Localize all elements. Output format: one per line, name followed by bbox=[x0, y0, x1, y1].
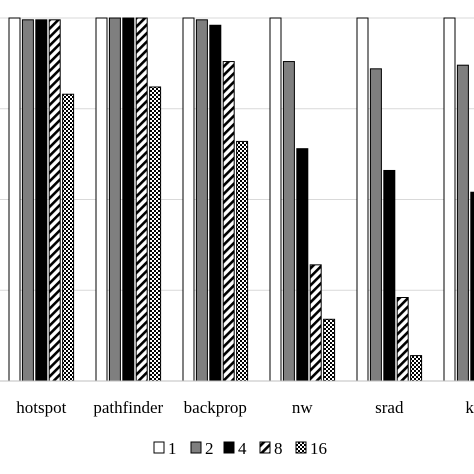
legend-swatch-8 bbox=[259, 441, 271, 454]
bar-nw-2 bbox=[282, 61, 295, 382]
bar-hotspot-1 bbox=[8, 17, 21, 382]
bar-nw-16 bbox=[323, 318, 336, 382]
bar-srad-4 bbox=[383, 169, 396, 382]
bar-nw-8 bbox=[309, 264, 322, 382]
bar-pathfinder-4 bbox=[122, 17, 135, 382]
bar-backprop-1 bbox=[182, 17, 195, 382]
bar-hotspot-4 bbox=[35, 19, 48, 382]
legend-swatch-2 bbox=[190, 441, 202, 454]
bar-kmeans-4 bbox=[470, 191, 474, 382]
x-tick-label-hotspot: hotspot bbox=[16, 398, 66, 417]
bar-srad-2 bbox=[369, 68, 382, 382]
bar-kmeans-2 bbox=[456, 64, 469, 382]
bar-kmeans-1 bbox=[443, 17, 456, 382]
bar-srad-1 bbox=[356, 17, 369, 382]
legend-label-8: 8 bbox=[274, 439, 283, 458]
bar-pathfinder-1 bbox=[95, 17, 108, 382]
x-axis: hotspot pathfinder backprop nw srad km bbox=[0, 380, 474, 417]
x-tick-label-srad: srad bbox=[375, 398, 404, 417]
bar-srad-8 bbox=[396, 297, 409, 382]
bar-srad-16 bbox=[410, 355, 423, 382]
bar-nw-4 bbox=[296, 148, 309, 382]
x-tick-label-nw: nw bbox=[292, 398, 314, 417]
legend-swatch-1 bbox=[153, 441, 165, 454]
x-tick-label-backprop: backprop bbox=[184, 398, 247, 417]
bar-backprop-16 bbox=[236, 140, 249, 382]
legend-swatch-16 bbox=[295, 441, 307, 454]
bar-hotspot-8 bbox=[48, 19, 61, 382]
bar-pathfinder-2 bbox=[108, 17, 121, 382]
bar-nw-1 bbox=[269, 17, 282, 382]
legend-label-2: 2 bbox=[205, 439, 214, 458]
legend-swatch-4 bbox=[223, 441, 235, 454]
bar-backprop-8 bbox=[222, 61, 235, 382]
bar-hotspot-2 bbox=[21, 19, 34, 382]
legend: 1 2 4 8 16 bbox=[153, 439, 327, 458]
legend-label-1: 1 bbox=[168, 439, 177, 458]
bar-pathfinder-8 bbox=[135, 17, 148, 382]
x-tick-label-kmeans: km bbox=[465, 398, 474, 417]
bar-backprop-4 bbox=[209, 24, 222, 382]
x-tick-label-pathfinder: pathfinder bbox=[93, 398, 163, 417]
legend-label-4: 4 bbox=[238, 439, 247, 458]
bar-backprop-2 bbox=[195, 19, 208, 382]
legend-label-16: 16 bbox=[310, 439, 327, 458]
bar-hotspot-16 bbox=[62, 93, 75, 382]
bar-pathfinder-16 bbox=[149, 86, 162, 382]
bars bbox=[8, 17, 474, 382]
